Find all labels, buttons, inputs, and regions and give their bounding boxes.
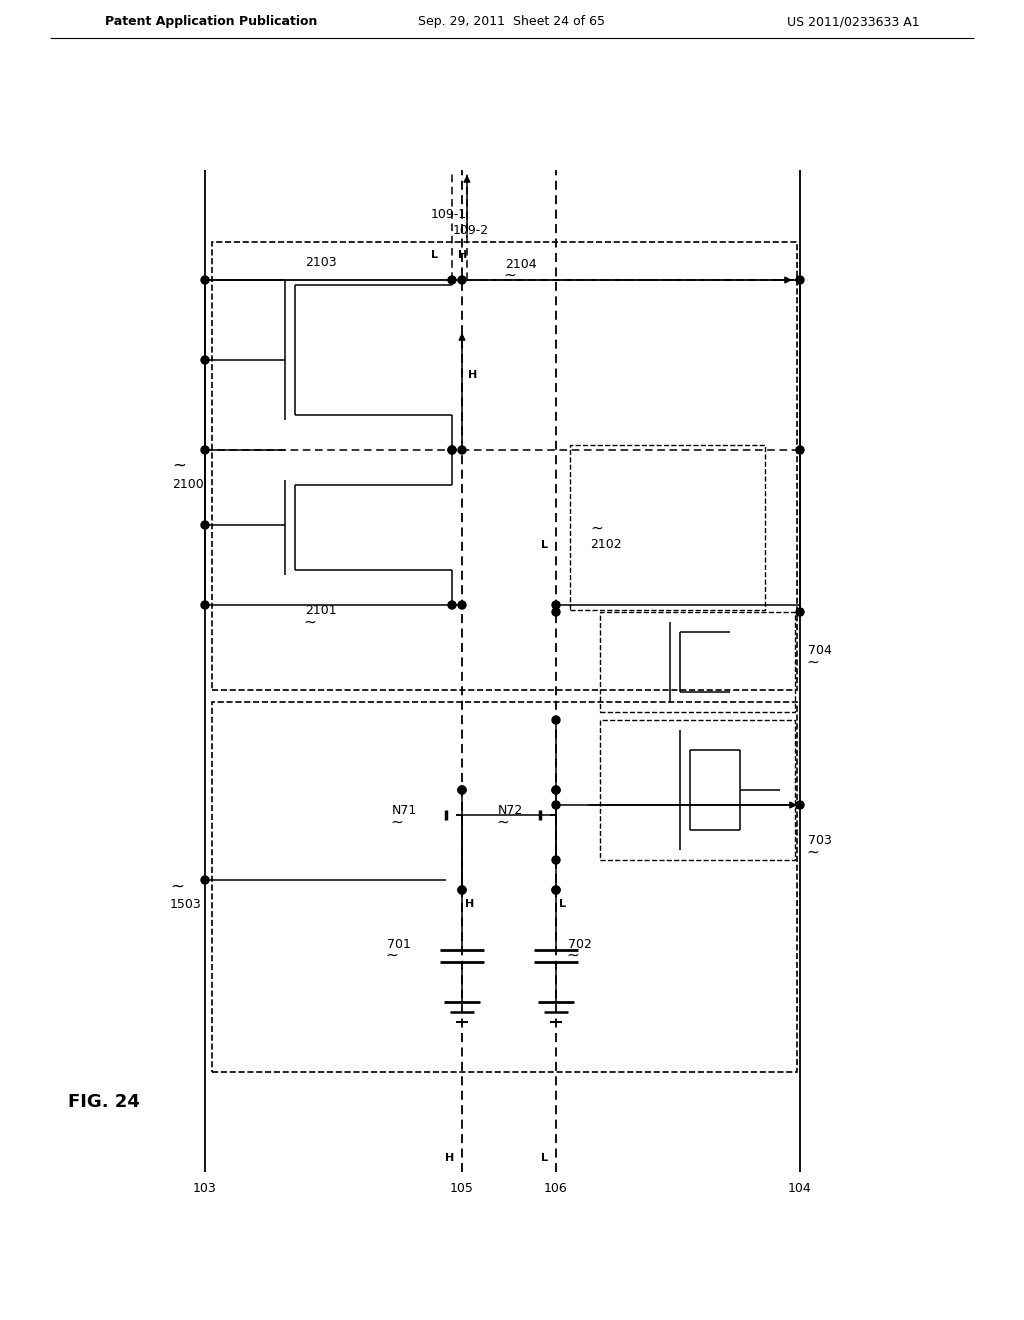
Circle shape bbox=[552, 886, 560, 894]
Bar bbox=[212, 702, 797, 1072]
Text: 2103: 2103 bbox=[305, 256, 337, 268]
Text: H: H bbox=[444, 1152, 454, 1163]
Circle shape bbox=[458, 886, 466, 894]
Circle shape bbox=[796, 446, 804, 454]
Circle shape bbox=[201, 521, 209, 529]
Text: ~: ~ bbox=[566, 948, 579, 962]
Circle shape bbox=[458, 601, 466, 609]
Circle shape bbox=[796, 276, 804, 284]
Circle shape bbox=[449, 601, 456, 609]
Text: L: L bbox=[559, 899, 566, 909]
Text: 702: 702 bbox=[568, 939, 592, 952]
Text: FIG. 24: FIG. 24 bbox=[68, 1093, 140, 1111]
Text: 704: 704 bbox=[808, 644, 831, 656]
Circle shape bbox=[458, 276, 466, 284]
Text: ~: ~ bbox=[496, 814, 509, 829]
Text: ~: ~ bbox=[806, 655, 819, 669]
Bar bbox=[600, 719, 795, 861]
Circle shape bbox=[552, 609, 560, 616]
Text: ~: ~ bbox=[170, 878, 184, 896]
Circle shape bbox=[201, 876, 209, 884]
Bar bbox=[570, 445, 765, 610]
Circle shape bbox=[458, 785, 466, 795]
Text: 109-1: 109-1 bbox=[431, 209, 467, 222]
Text: H: H bbox=[458, 249, 467, 260]
Text: ~: ~ bbox=[385, 948, 397, 962]
Text: 106: 106 bbox=[544, 1181, 568, 1195]
Circle shape bbox=[552, 715, 560, 723]
Text: ~: ~ bbox=[390, 814, 402, 829]
Circle shape bbox=[458, 785, 466, 795]
Circle shape bbox=[552, 855, 560, 865]
Circle shape bbox=[552, 785, 560, 795]
Text: 1503: 1503 bbox=[170, 899, 202, 912]
Text: 2100: 2100 bbox=[172, 478, 204, 491]
Text: Patent Application Publication: Patent Application Publication bbox=[105, 16, 317, 29]
Text: L: L bbox=[541, 1152, 548, 1163]
Circle shape bbox=[552, 785, 560, 795]
Text: ~: ~ bbox=[303, 615, 315, 630]
Circle shape bbox=[552, 886, 560, 894]
Text: 2102: 2102 bbox=[590, 539, 622, 552]
Text: N72: N72 bbox=[498, 804, 523, 817]
Text: 105: 105 bbox=[451, 1181, 474, 1195]
Circle shape bbox=[552, 801, 560, 809]
Text: Sep. 29, 2011  Sheet 24 of 65: Sep. 29, 2011 Sheet 24 of 65 bbox=[419, 16, 605, 29]
Text: 2101: 2101 bbox=[305, 603, 337, 616]
Circle shape bbox=[201, 601, 209, 609]
Circle shape bbox=[796, 609, 804, 616]
Text: 701: 701 bbox=[387, 939, 411, 952]
Text: US 2011/0233633 A1: US 2011/0233633 A1 bbox=[787, 16, 920, 29]
Text: 104: 104 bbox=[788, 1181, 812, 1195]
Text: 703: 703 bbox=[808, 833, 831, 846]
Text: ~: ~ bbox=[590, 520, 603, 536]
Circle shape bbox=[458, 446, 466, 454]
Text: H: H bbox=[468, 370, 477, 380]
Text: H: H bbox=[465, 899, 474, 909]
Circle shape bbox=[458, 886, 466, 894]
Circle shape bbox=[201, 356, 209, 364]
Text: ~: ~ bbox=[806, 845, 819, 859]
Circle shape bbox=[552, 601, 560, 609]
Text: 109-2: 109-2 bbox=[453, 223, 489, 236]
Circle shape bbox=[796, 801, 804, 809]
Text: ~: ~ bbox=[172, 457, 186, 475]
Circle shape bbox=[449, 276, 456, 284]
Circle shape bbox=[201, 446, 209, 454]
Text: 103: 103 bbox=[194, 1181, 217, 1195]
Text: L: L bbox=[541, 540, 548, 550]
Text: N71: N71 bbox=[392, 804, 417, 817]
Bar bbox=[600, 612, 795, 711]
Circle shape bbox=[449, 446, 456, 454]
Text: ~: ~ bbox=[503, 268, 516, 282]
Text: L: L bbox=[431, 249, 438, 260]
Circle shape bbox=[449, 446, 456, 454]
Circle shape bbox=[201, 276, 209, 284]
Text: 2104: 2104 bbox=[505, 259, 537, 272]
Bar bbox=[212, 242, 797, 690]
